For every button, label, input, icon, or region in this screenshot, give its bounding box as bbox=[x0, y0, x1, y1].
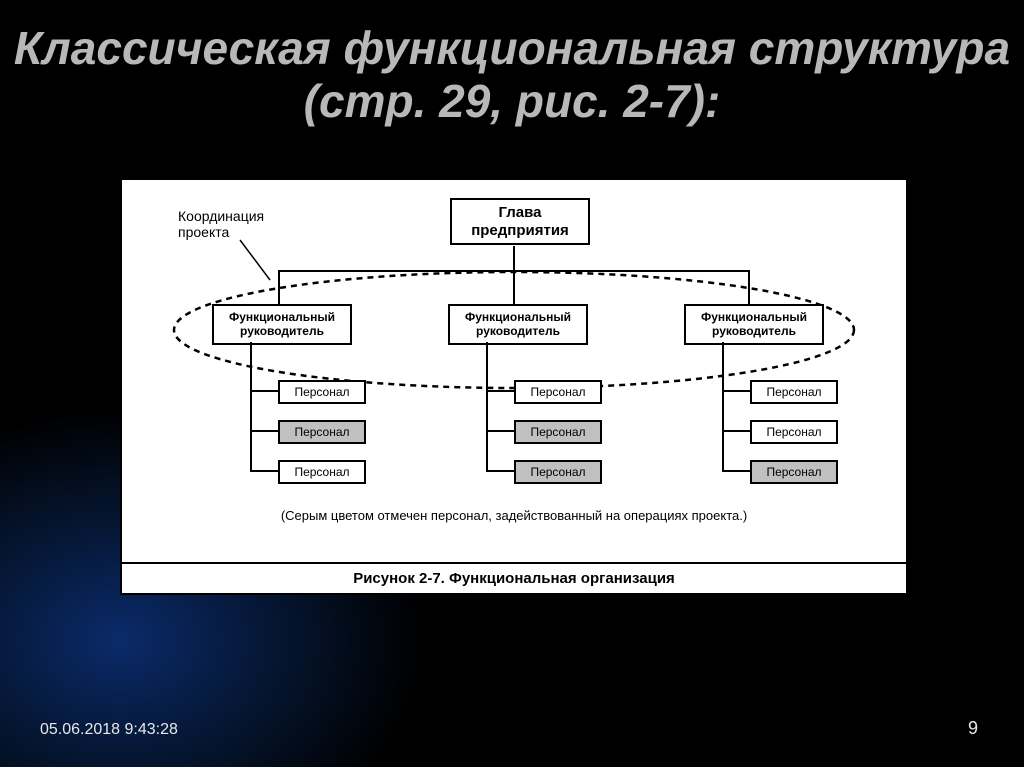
supervisor-label: Функциональный руководитель bbox=[465, 310, 571, 338]
staff-node: Персонал bbox=[514, 380, 602, 404]
staff-label: Персонал bbox=[294, 465, 349, 479]
staff-label: Персонал bbox=[294, 385, 349, 399]
staff-label: Персонал bbox=[294, 425, 349, 439]
connector bbox=[250, 342, 252, 470]
supervisor-node: Функциональный руководитель bbox=[212, 304, 352, 345]
supervisor-node: Функциональный руководитель bbox=[448, 304, 588, 345]
staff-node: Персонал bbox=[750, 380, 838, 404]
staff-label: Персонал bbox=[530, 465, 585, 479]
slide: Классическая функциональная структура (с… bbox=[0, 0, 1024, 767]
connector bbox=[722, 342, 724, 470]
supervisor-label: Функциональный руководитель bbox=[229, 310, 335, 338]
connector bbox=[278, 270, 280, 304]
connector bbox=[250, 470, 278, 472]
connector bbox=[486, 470, 514, 472]
staff-node: Персонал bbox=[278, 420, 366, 444]
staff-label: Персонал bbox=[530, 425, 585, 439]
connector bbox=[722, 430, 750, 432]
connector bbox=[722, 470, 750, 472]
staff-node: Персонал bbox=[278, 460, 366, 484]
figure-frame: Координация проекта Глава предприятия Фу… bbox=[120, 178, 908, 595]
legend-note: (Серым цветом отмечен персонал, задейств… bbox=[122, 508, 906, 523]
staff-node: Персонал bbox=[750, 460, 838, 484]
connector bbox=[513, 246, 515, 270]
staff-node: Персонал bbox=[750, 420, 838, 444]
connector bbox=[748, 270, 750, 304]
footer-timestamp: 05.06.2018 9:43:28 bbox=[40, 721, 178, 739]
head-node: Глава предприятия bbox=[450, 198, 590, 245]
org-chart: Координация проекта Глава предприятия Фу… bbox=[122, 180, 906, 562]
staff-label: Персонал bbox=[766, 385, 821, 399]
connector bbox=[250, 390, 278, 392]
figure-caption: Рисунок 2-7. Функциональная организация bbox=[122, 562, 906, 593]
head-label: Глава предприятия bbox=[471, 204, 569, 239]
connector bbox=[513, 270, 515, 304]
staff-node: Персонал bbox=[278, 380, 366, 404]
staff-label: Персонал bbox=[530, 385, 585, 399]
connector bbox=[486, 390, 514, 392]
slide-title: Классическая функциональная структура (с… bbox=[0, 22, 1024, 128]
connector bbox=[722, 390, 750, 392]
supervisor-node: Функциональный руководитель bbox=[684, 304, 824, 345]
footer-page-number: 9 bbox=[968, 718, 978, 739]
staff-node: Персонал bbox=[514, 420, 602, 444]
supervisor-label: Функциональный руководитель bbox=[701, 310, 807, 338]
staff-label: Персонал bbox=[766, 465, 821, 479]
staff-node: Персонал bbox=[514, 460, 602, 484]
connector bbox=[486, 342, 488, 470]
connector bbox=[250, 430, 278, 432]
coordination-label-line1: Координация проекта bbox=[178, 208, 264, 240]
staff-label: Персонал bbox=[766, 425, 821, 439]
coordination-label: Координация проекта bbox=[178, 208, 264, 240]
connector bbox=[486, 430, 514, 432]
